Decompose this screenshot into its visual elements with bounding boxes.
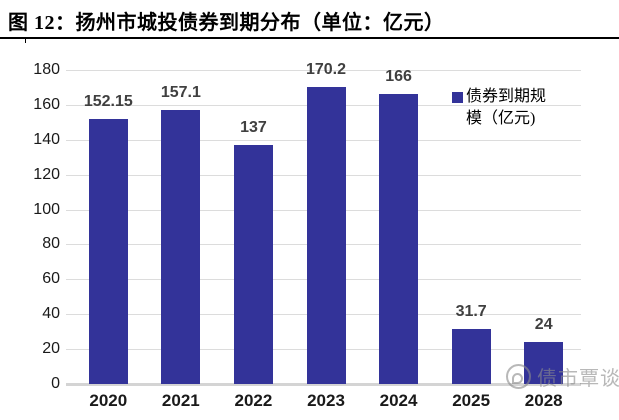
bar-value-label: 31.7 [455,302,487,320]
y-tick-label: 40 [42,305,60,323]
y-tick-label: 120 [33,165,60,183]
bar-2021 [161,109,201,384]
y-tick-label: 160 [33,95,60,113]
y-tick-label: 100 [33,200,60,218]
y-tick-label: 0 [51,375,60,392]
bar-value-label: 166 [385,68,412,86]
watermark-text: 债市覃谈 [537,368,619,390]
y-tick-label: 140 [33,130,60,148]
watermark: 债市覃谈 [506,362,619,391]
bar-2023 [306,87,346,384]
y-tick-label: 20 [42,340,60,358]
bar-2020 [88,118,128,384]
legend-label: 债券到期规模（亿元) [466,86,546,130]
swirl-logo-icon [506,364,531,389]
x-tick-label: 2025 [452,391,491,410]
bar-value-label: 24 [534,316,553,334]
x-tick-label: 2021 [161,391,200,410]
title-separator-line [0,37,619,39]
bar-2025 [451,328,491,384]
x-tick-label: 2023 [307,391,345,410]
bar-2024 [379,94,419,384]
bar-value-label: 152.15 [83,92,133,110]
figure-title: 图 12：扬州市城投债券到期分布（单位：亿元） [8,12,445,34]
legend-label-line2: 模（亿元) [466,110,536,127]
y-tick-label: 60 [42,270,60,288]
x-tick-label: 2028 [524,391,563,410]
legend: 债券到期规模（亿元) [452,86,546,130]
legend-label-line1: 债券到期规 [466,88,547,105]
y-tick-label: 80 [42,235,60,253]
legend-square-icon [452,92,463,103]
gridline [66,70,581,71]
x-tick-label: 2022 [234,391,273,410]
separator-tick [25,39,26,43]
y-tick-label: 180 [33,61,60,78]
bar-value-label: 137 [240,119,267,136]
bar-value-label: 170.2 [305,61,347,79]
bar-2022 [233,145,273,384]
bar-value-label: 157.1 [160,83,201,101]
x-tick-label: 2020 [89,391,128,410]
x-axis-baseline [66,383,581,386]
x-tick-label: 2024 [379,391,418,410]
